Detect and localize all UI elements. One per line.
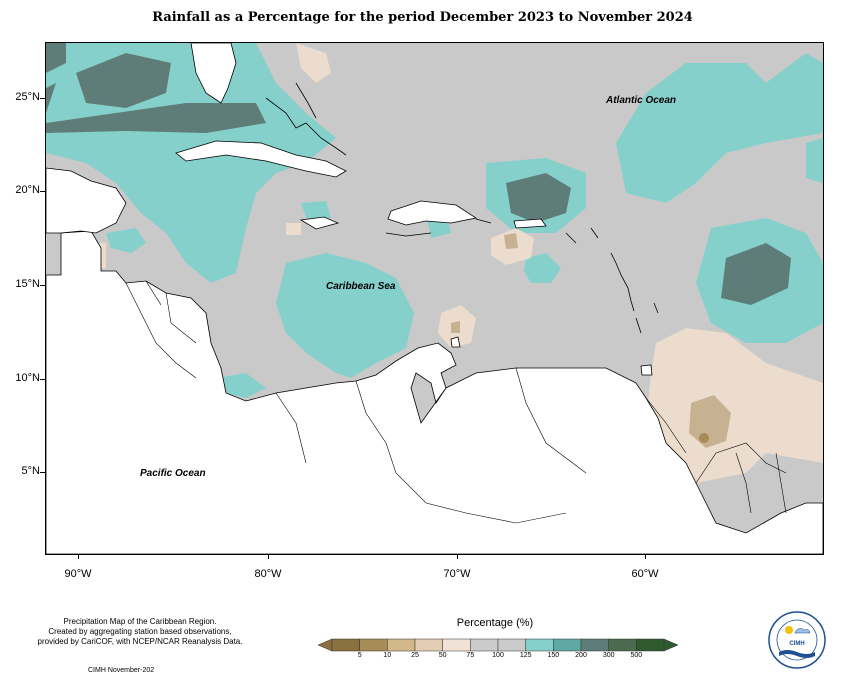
legend-swatch — [442, 638, 471, 652]
lat-tick-label: 20°N — [15, 184, 40, 196]
legend-swatch — [331, 638, 360, 652]
lat-tick-label: 5°N — [21, 465, 40, 477]
lat-tick-label: 15°N — [15, 278, 40, 290]
legend-label: 500 — [630, 652, 643, 659]
small-islands — [265, 82, 659, 334]
legend-swatch — [553, 638, 582, 652]
legend-colorbar — [318, 638, 678, 652]
below-normal-zones — [96, 43, 823, 483]
legend-title: Percentage (%) — [456, 617, 534, 629]
legend-label: 75 — [466, 652, 475, 659]
lon-tick-label: 90°W — [64, 568, 92, 580]
legend-swatch — [414, 638, 443, 652]
rainfall-map: Atlantic Ocean Caribbean Sea Pacific Oce… — [45, 42, 824, 555]
legend-label: 25 — [411, 652, 419, 659]
lat-tick-label: 25°N — [15, 91, 40, 103]
legend-swatch — [359, 638, 388, 652]
map-description: Precipitation Map of the Caribbean Regio… — [37, 617, 243, 646]
caribbean-sea-label: Caribbean Sea — [326, 281, 396, 292]
legend-swatch — [608, 638, 637, 652]
legend-swatch — [497, 638, 526, 652]
legend-arrow-low — [318, 638, 333, 652]
legend-label: 5 — [357, 652, 362, 659]
pacific-ocean-label: Pacific Ocean — [140, 468, 206, 479]
atlantic-ocean-label: Atlantic Ocean — [606, 95, 677, 106]
legend-label: 125 — [519, 652, 532, 659]
legend-label: 100 — [492, 652, 504, 659]
cimh-logo: CIMH — [768, 611, 826, 669]
map-credit: CIMH November-202 — [88, 667, 155, 674]
lon-tick-label: 80°W — [254, 568, 282, 580]
logo-text: CIMH — [789, 641, 804, 647]
legend-label: 50 — [438, 652, 447, 659]
country-borders — [125, 280, 787, 524]
lon-tick-label: 70°W — [443, 568, 471, 580]
legend-arrow-high — [663, 638, 678, 652]
legend-swatch — [387, 638, 416, 652]
legend-label: 300 — [602, 652, 615, 659]
well-above-normal-zones — [46, 43, 791, 305]
map-title: Rainfall as a Percentage for the period … — [152, 10, 693, 25]
dry-zones — [451, 233, 731, 448]
lat-tick-label: 10°N — [15, 372, 40, 384]
legend-label: 150 — [547, 652, 560, 659]
legend-swatch — [470, 638, 499, 652]
map-canvas — [46, 43, 823, 554]
legend-swatch — [580, 638, 609, 652]
legend-swatch — [636, 638, 665, 652]
land-areas — [46, 43, 823, 554]
lon-tick-label: 60°W — [631, 568, 659, 580]
legend-label: 10 — [383, 652, 392, 659]
legend-swatch — [525, 638, 554, 652]
legend-label: 200 — [575, 652, 587, 659]
